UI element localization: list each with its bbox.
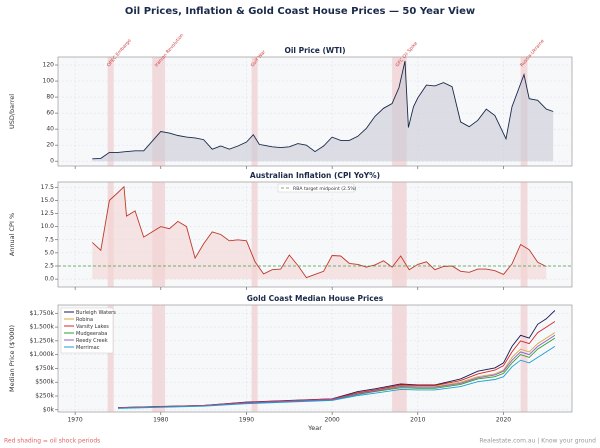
- y-tick-label: 12.5: [41, 210, 55, 217]
- series-line: [117, 321, 556, 409]
- legend-label: Varsity Lakes: [76, 324, 109, 330]
- series-line: [117, 346, 556, 409]
- x-tick-label: 2010: [410, 417, 425, 424]
- legend-label: Merrimac: [76, 345, 100, 351]
- footer-note: Red shading = oil shock periods: [4, 438, 100, 445]
- y-axis-label: Annual CPI %: [8, 213, 16, 256]
- chart-title: Oil Prices, Inflation & Gold Coast House…: [125, 6, 475, 17]
- y-tick-label: 0: [50, 158, 54, 165]
- footer-source: Realestate.com.au | Know your ground: [479, 438, 596, 445]
- series-line: [117, 334, 556, 409]
- y-tick-label: 60: [46, 110, 54, 117]
- x-tick-label: 1980: [153, 417, 168, 424]
- x-tick-label: 1970: [67, 417, 82, 424]
- y-tick-label: 100: [43, 78, 55, 85]
- plot-area: [57, 304, 573, 413]
- shock-shade: [520, 305, 528, 412]
- x-tick-label: 2020: [496, 417, 511, 424]
- y-tick-label: 20: [46, 142, 54, 149]
- y-tick-label: 17.5: [41, 184, 55, 191]
- panel-title: Oil Price (WTI): [284, 46, 345, 55]
- line: [91, 185, 547, 279]
- legend-label: Robina: [76, 317, 93, 323]
- shock-shade: [251, 182, 258, 287]
- x-axis-label: Year: [307, 424, 322, 432]
- y-tick-label: $1,500k: [30, 324, 55, 331]
- y-axis-label: Median Price ($'000): [8, 325, 16, 392]
- y-tick-label: 40: [46, 126, 54, 133]
- y-tick-label: $500k: [35, 379, 54, 386]
- legend-label: Mudgeeraba: [76, 331, 107, 337]
- x-tick-label: 2000: [324, 417, 339, 424]
- y-tick-label: 0.0: [44, 276, 54, 283]
- y-tick-label: 10.0: [41, 223, 55, 230]
- shock-shade: [251, 57, 258, 166]
- y-tick-label: 2.5: [44, 263, 54, 270]
- y-tick-label: 120: [43, 62, 55, 69]
- y-tick-label: $250k: [35, 393, 54, 400]
- legend-box: [277, 183, 355, 193]
- legend-label: RBA target midpoint (2.5%): [293, 186, 357, 192]
- y-tick-label: 80: [46, 94, 54, 101]
- area: [92, 186, 547, 280]
- panel-title: Gold Coast Median House Prices: [247, 294, 384, 303]
- y-tick-label: 7.5: [44, 236, 54, 243]
- y-tick-label: $1,750k: [30, 310, 55, 317]
- legend-label: Reedy Creek: [76, 338, 108, 344]
- y-axis-label: USD/barrel: [8, 94, 16, 129]
- line: [92, 60, 554, 160]
- shock-shade: [251, 305, 258, 412]
- x-tick-label: 1990: [239, 417, 254, 424]
- y-tick-label: 5.0: [44, 249, 54, 256]
- area: [92, 61, 554, 162]
- legend-box: [60, 307, 114, 354]
- y-tick-label: $0k: [43, 406, 55, 413]
- y-tick-label: 15.0: [41, 197, 55, 204]
- shock-shade: [152, 305, 166, 412]
- y-tick-label: $1,000k: [30, 351, 55, 358]
- shock-shade: [520, 182, 528, 287]
- panel-title: Australian Inflation (CPI YoY%): [250, 171, 380, 180]
- shock-shade: [107, 305, 114, 412]
- y-tick-label: $1,250k: [30, 337, 55, 344]
- legend-label: Burleigh Waters: [76, 310, 116, 316]
- shock-shade: [107, 57, 114, 166]
- y-tick-label: $750k: [35, 365, 54, 372]
